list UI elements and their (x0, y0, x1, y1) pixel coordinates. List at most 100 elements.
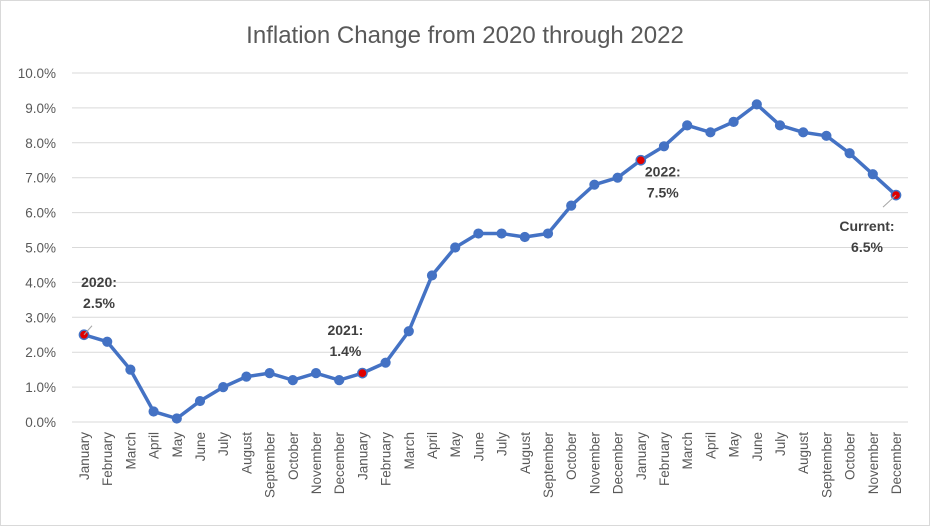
annotation-label: 1.4% (329, 343, 361, 359)
x-tick-label: January (77, 432, 92, 480)
x-tick-label: July (773, 432, 788, 456)
x-tick-label: June (471, 432, 486, 461)
x-tick-label: August (239, 432, 254, 474)
data-point (473, 228, 484, 239)
annotation-label: 2022: (645, 163, 681, 179)
x-tick-label: October (564, 432, 579, 481)
data-point (310, 368, 322, 379)
x-tick-label: September (819, 432, 834, 499)
data-point (426, 270, 438, 281)
annotation-leader (83, 325, 93, 336)
series-line (83, 102, 898, 421)
data-point (241, 371, 252, 382)
data-point (682, 120, 693, 131)
y-tick-label: 9.0% (25, 101, 56, 116)
x-tick-label: February (657, 432, 672, 486)
x-tick-label: June (750, 432, 765, 461)
y-tick-label: 2.0% (25, 345, 56, 360)
x-tick-label: August (796, 432, 811, 474)
annotation-leader (882, 194, 897, 208)
x-tick-label: December (332, 432, 347, 495)
x-tick-label: January (355, 432, 370, 480)
x-tick-label: November (866, 432, 881, 495)
x-tick-label: November (309, 432, 324, 495)
data-point (148, 406, 159, 417)
data-point (728, 116, 739, 127)
x-tick-label: April (147, 432, 162, 459)
chart-title: Inflation Change from 2020 through 2022 (246, 22, 684, 49)
x-tick-label: February (100, 432, 115, 486)
data-point (125, 364, 136, 375)
data-point (496, 228, 507, 239)
highlight-point (635, 154, 647, 166)
x-tick-label: November (587, 432, 602, 495)
data-point (218, 382, 229, 393)
x-tick-label: March (402, 432, 417, 470)
data-point (589, 179, 600, 190)
x-tick-label: February (379, 432, 394, 486)
data-point (751, 99, 762, 110)
data-point (380, 357, 391, 368)
data-point (566, 200, 577, 211)
gridlines (72, 72, 908, 423)
y-tick-label: 4.0% (25, 275, 56, 290)
x-tick-label: October (843, 432, 858, 481)
annotation-label: 7.5% (647, 184, 679, 200)
x-tick-label: March (123, 432, 138, 470)
data-point (798, 127, 809, 138)
annotation-label: 2.5% (83, 295, 115, 311)
data-point (334, 375, 345, 386)
x-tick-label: May (448, 432, 463, 458)
data-point (264, 368, 275, 379)
y-tick-label: 8.0% (25, 136, 56, 151)
data-point (171, 413, 182, 424)
x-tick-label: July (495, 432, 510, 456)
data-point (519, 231, 530, 243)
x-tick-label: May (170, 432, 185, 458)
data-point (774, 120, 786, 131)
y-tick-label: 1.0% (25, 380, 56, 395)
y-tick-label: 0.0% (25, 415, 56, 430)
x-tick-label: April (703, 432, 718, 459)
y-tick-label: 7.0% (25, 171, 56, 186)
data-point (102, 336, 113, 347)
x-tick-label: September (541, 432, 556, 499)
x-axis-ticks: January February March April May June July Augu… (77, 432, 904, 499)
x-tick-label: December (889, 432, 904, 495)
data-point (450, 242, 461, 253)
annotation-label: 6.5% (851, 239, 883, 255)
annotation-label: Current: (839, 218, 894, 234)
x-tick-label: July (216, 432, 231, 456)
data-point (867, 169, 878, 180)
y-tick-label: 5.0% (25, 241, 56, 256)
y-tick-label: 3.0% (25, 310, 56, 325)
x-tick-label: August (518, 432, 533, 474)
x-tick-label: June (193, 432, 208, 461)
x-tick-label: April (425, 432, 440, 459)
x-tick-label: May (727, 432, 742, 458)
data-point (705, 127, 716, 138)
data-point (612, 172, 623, 183)
data-point (403, 326, 414, 337)
annotations: 2020: 2.5% 2021: 1.4% 2022: 7.5% Current: 6.5% (81, 163, 897, 359)
x-tick-label: January (634, 432, 649, 480)
x-tick-label: March (680, 432, 695, 470)
x-tick-label: September (263, 432, 278, 499)
data-point (194, 395, 206, 407)
data-point (821, 130, 832, 141)
data-point (658, 141, 670, 152)
data-point (542, 228, 554, 239)
y-axis-ticks: 0.0% 1.0% 2.0% 3.0% 4.0% 5.0% 6.0% 7.0% 8.0% 9.0%… (18, 66, 56, 430)
series-group (78, 99, 902, 424)
highlight-point (357, 367, 368, 379)
annotation-label: 2020: (81, 274, 117, 290)
y-tick-label: 6.0% (25, 206, 56, 221)
y-tick-label: 10.0% (18, 66, 56, 81)
x-tick-label: December (611, 432, 626, 495)
annotation-label: 2021: (327, 322, 363, 338)
data-point (287, 375, 298, 386)
x-tick-label: October (286, 432, 301, 481)
data-point (844, 148, 855, 159)
